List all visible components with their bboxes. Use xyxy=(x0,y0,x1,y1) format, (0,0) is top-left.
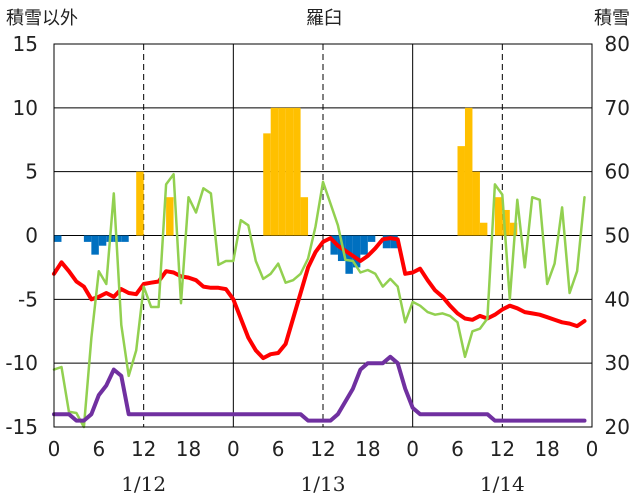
temperature-line xyxy=(52,236,587,361)
snowfall-bar xyxy=(270,107,279,236)
x-hour-tick-label: 6 xyxy=(272,437,285,461)
snow_change_negative-bar xyxy=(360,235,368,255)
left-tick-label: -15 xyxy=(5,415,38,439)
left-axis-title: 積雪以外 xyxy=(6,8,78,29)
snowfall-bar xyxy=(479,222,488,236)
left-tick-label: 15 xyxy=(13,32,38,56)
right-tick-label: 20 xyxy=(605,415,630,439)
x-date-label: 1/14 xyxy=(480,472,525,496)
x-hour-tick-label: 0 xyxy=(227,437,240,461)
snowfall-bar xyxy=(136,171,144,236)
right-tick-label: 50 xyxy=(605,224,630,248)
axis-labels: 積雪以外 羅臼 積雪 151050-5-10-15807060504030200… xyxy=(5,8,630,496)
left-tick-label: -5 xyxy=(18,287,38,311)
snow_change_negative-bar xyxy=(121,235,129,242)
snow_change_negative-bar xyxy=(352,235,361,268)
snowfall-bar xyxy=(263,133,271,236)
snow_change_negative-bar xyxy=(54,235,62,242)
x-hour-tick-label: 6 xyxy=(92,437,105,461)
snowfall-bar xyxy=(285,107,294,236)
plot-border xyxy=(53,43,593,428)
x-hour-tick-label: 12 xyxy=(310,437,335,461)
snowfall-bar xyxy=(494,197,503,236)
left-tick-label: 0 xyxy=(25,224,38,248)
snow_depth-line xyxy=(52,354,587,423)
right-axis-title: 積雪 xyxy=(594,8,630,29)
left-tick-label: 10 xyxy=(13,96,38,120)
right-tick-label: 30 xyxy=(605,351,630,375)
line-series xyxy=(52,172,587,429)
left-tick-label: 5 xyxy=(25,160,38,184)
x-hour-tick-label: 18 xyxy=(534,437,559,461)
snow_change_negative-bar xyxy=(390,235,398,249)
left-tick-label: -10 xyxy=(5,351,38,375)
x-hour-tick-label: 12 xyxy=(131,437,156,461)
right-tick-label: 80 xyxy=(605,32,630,56)
snow_change_negative-bar xyxy=(83,235,92,242)
bar-series xyxy=(54,107,518,274)
right-tick-label: 60 xyxy=(605,160,630,184)
x-hour-tick-label: 0 xyxy=(586,437,599,461)
snowfall-bar xyxy=(293,107,301,236)
chart-title: 羅臼 xyxy=(306,8,342,29)
right-tick-label: 70 xyxy=(605,96,630,120)
x-hour-tick-label: 12 xyxy=(490,437,515,461)
snow_change_negative-bar xyxy=(330,235,338,255)
snow_change_negative-bar xyxy=(98,235,107,246)
x-date-label: 1/12 xyxy=(121,472,166,496)
snow_change_negative-bar xyxy=(382,235,391,249)
x-hour-tick-label: 6 xyxy=(451,437,464,461)
right-tick-label: 40 xyxy=(605,287,630,311)
snowfall-bar xyxy=(166,197,174,236)
snow_change_negative-bar xyxy=(367,235,376,242)
snow_change_negative-bar xyxy=(91,235,99,255)
x-hour-tick-label: 0 xyxy=(48,437,61,461)
snowfall-bar xyxy=(464,107,473,236)
x-hour-tick-label: 18 xyxy=(355,437,380,461)
snowfall-bar xyxy=(509,222,518,236)
snowfall-bar xyxy=(472,171,480,236)
snowfall-bar xyxy=(502,209,510,236)
snowfall-bar xyxy=(457,146,465,236)
snowfall-bar xyxy=(300,197,309,236)
x-hour-tick-label: 18 xyxy=(176,437,201,461)
x-date-label: 1/13 xyxy=(301,472,346,496)
x-hour-tick-label: 0 xyxy=(406,437,419,461)
plot-frame xyxy=(53,43,593,428)
wind-line xyxy=(52,172,586,429)
snowfall-bar xyxy=(278,107,286,236)
